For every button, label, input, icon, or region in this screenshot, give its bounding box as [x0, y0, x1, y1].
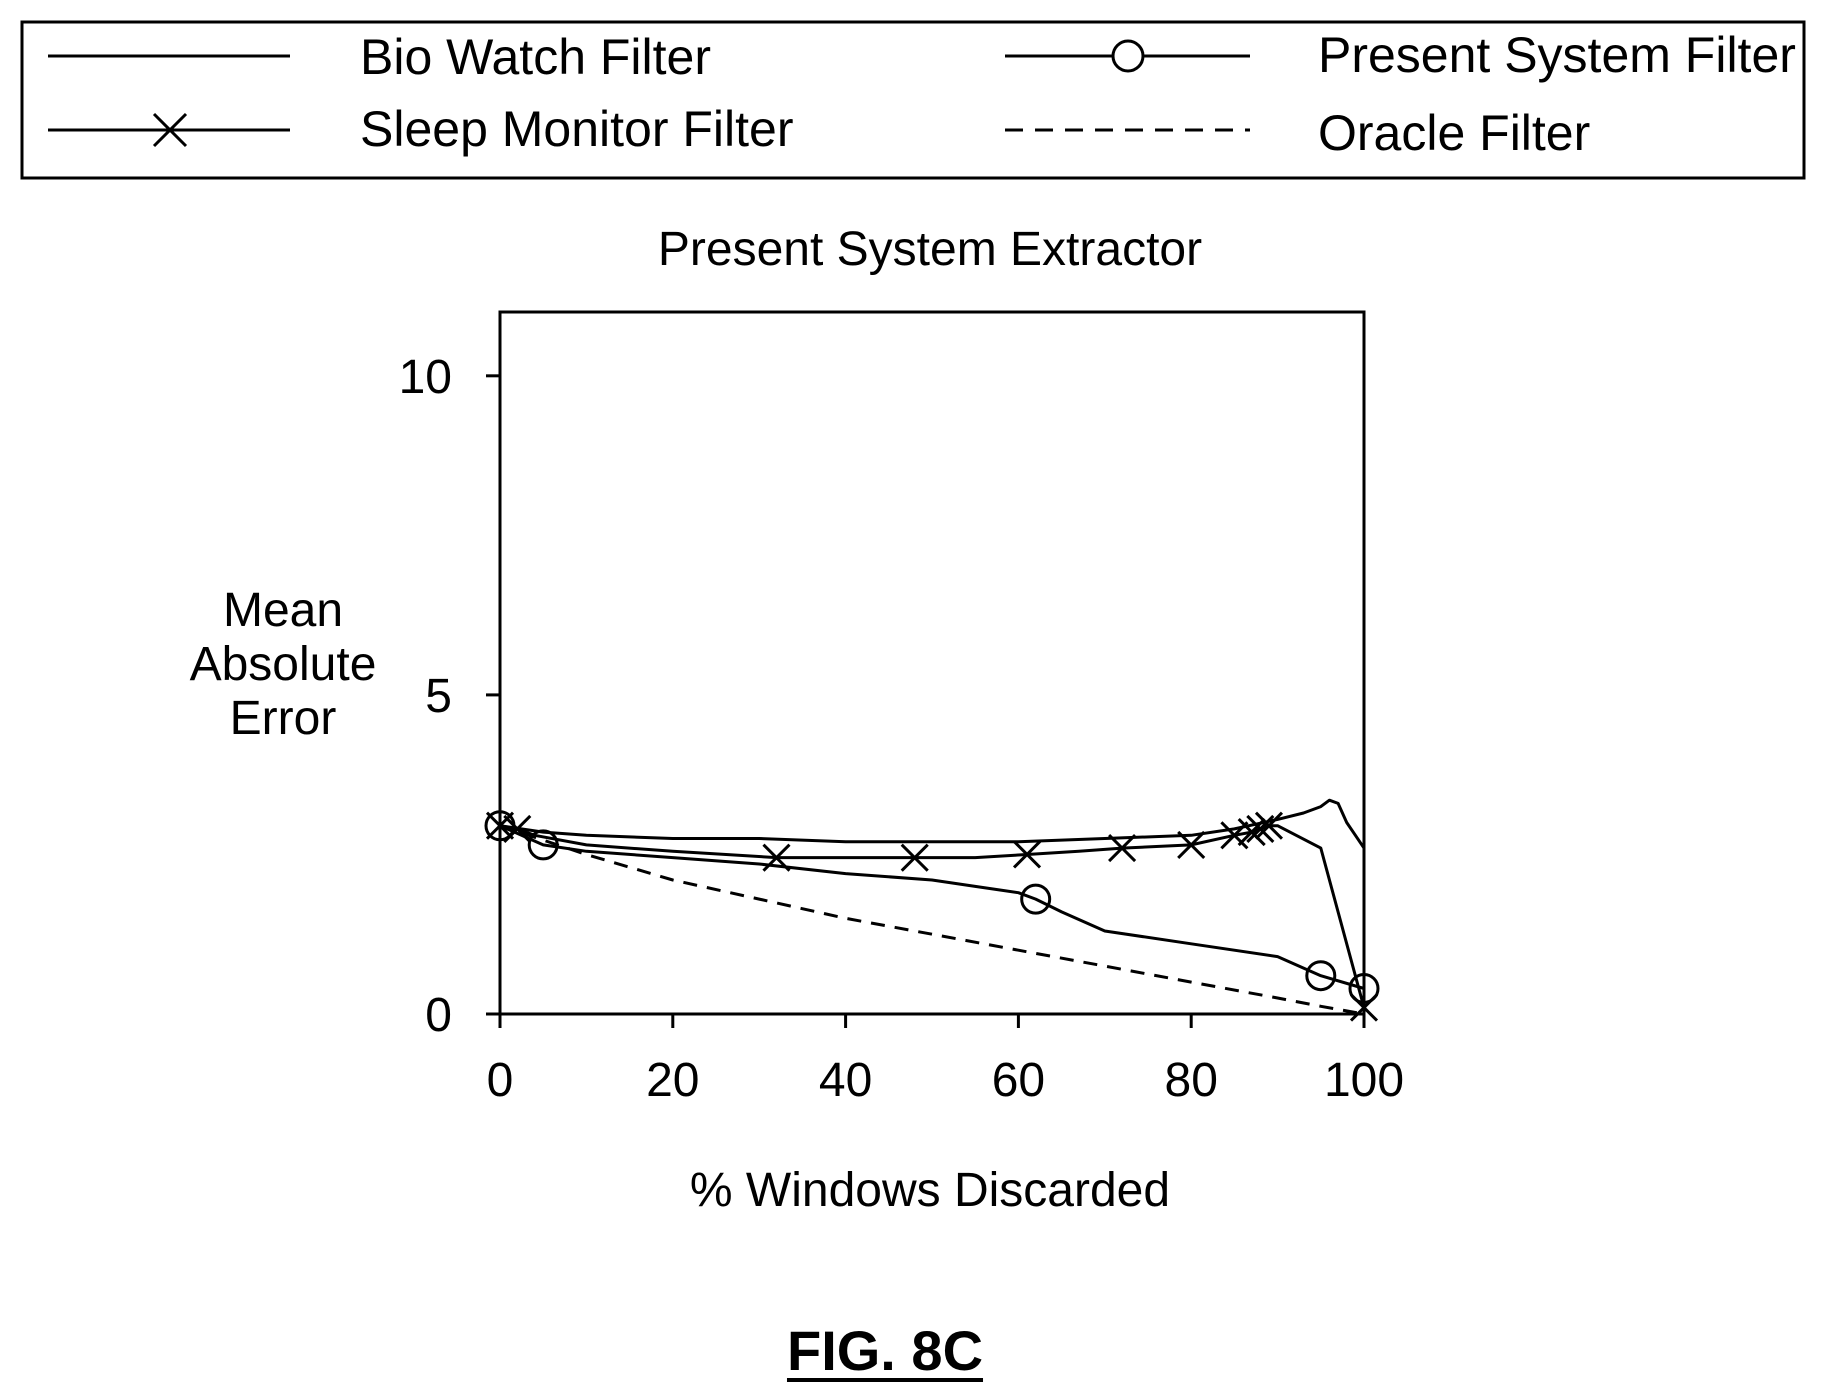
- legend-item-bio-watch: Bio Watch Filter: [48, 29, 711, 85]
- data-point-circle: [1305, 960, 1337, 992]
- chart-title: Present System Extractor: [658, 223, 1202, 276]
- x-axis-label: % Windows Discarded: [690, 1164, 1170, 1217]
- y-axis-label-line-3: Error: [230, 692, 337, 745]
- data-point-circle: [1020, 883, 1052, 915]
- x-tick-label: 0: [487, 1054, 514, 1107]
- x-tick-label: 60: [992, 1054, 1045, 1107]
- figure-caption: FIG. 8C: [786, 1319, 984, 1382]
- y-tick-label: 5: [425, 670, 452, 723]
- x-axis-ticks: 0 20 40 60 80 100: [487, 1014, 1404, 1107]
- y-axis-ticks: 0 5 10: [399, 351, 500, 1042]
- x-tick-label: 80: [1165, 1054, 1218, 1107]
- data-point-x: [1012, 840, 1042, 869]
- figure-caption-text: FIG. 8C: [787, 1319, 983, 1382]
- series-bio-watch-filter: [499, 798, 1366, 849]
- data-point-x: [900, 843, 929, 872]
- y-tick-label: 10: [399, 351, 452, 404]
- data-point-x: [1108, 834, 1137, 863]
- data-point-x: [1237, 818, 1266, 847]
- series-sleep-monitor-filter: [485, 811, 1379, 1022]
- series-layer: [484, 798, 1380, 1022]
- legend-circle-marker: [1111, 39, 1145, 73]
- x-tick-label: 100: [1324, 1054, 1404, 1107]
- legend-label-present-system: Present System Filter: [1318, 27, 1796, 83]
- legend-x-marker: [152, 112, 188, 148]
- data-point-x: [1349, 993, 1379, 1022]
- y-tick-label: 0: [425, 989, 452, 1042]
- y-axis-label-line-1: Mean: [223, 584, 343, 637]
- data-point-x: [1254, 811, 1284, 840]
- series-line-bio-watch-filter: [499, 798, 1366, 849]
- plot-frame: [498, 310, 1366, 1016]
- legend-item-oracle: Oracle Filter: [1005, 105, 1590, 161]
- data-point-x: [1177, 830, 1206, 859]
- y-axis-label: Mean Absolute Error: [190, 584, 377, 745]
- data-point-x: [1220, 821, 1249, 850]
- data-point-x: [1246, 814, 1275, 843]
- legend-item-present-system: Present System Filter: [1005, 27, 1796, 83]
- y-axis-label-line-2: Absolute: [190, 638, 377, 691]
- data-point-x: [762, 843, 791, 872]
- series-oracle-filter: [499, 824, 1365, 1016]
- series-line-oracle-filter: [499, 824, 1365, 1016]
- legend-box: [20, 20, 1806, 180]
- x-tick-label: 20: [646, 1054, 699, 1107]
- legend: Bio Watch Filter Present System Filter S…: [20, 20, 1806, 180]
- series-line-present-system-filter: [499, 824, 1365, 990]
- legend-label-sleep-monitor: Sleep Monitor Filter: [360, 101, 794, 157]
- legend-item-sleep-monitor: Sleep Monitor Filter: [48, 101, 794, 157]
- legend-label-oracle: Oracle Filter: [1318, 105, 1590, 161]
- legend-label-bio-watch: Bio Watch Filter: [360, 29, 711, 85]
- x-tick-label: 40: [819, 1054, 872, 1107]
- data-point-x: [503, 814, 532, 843]
